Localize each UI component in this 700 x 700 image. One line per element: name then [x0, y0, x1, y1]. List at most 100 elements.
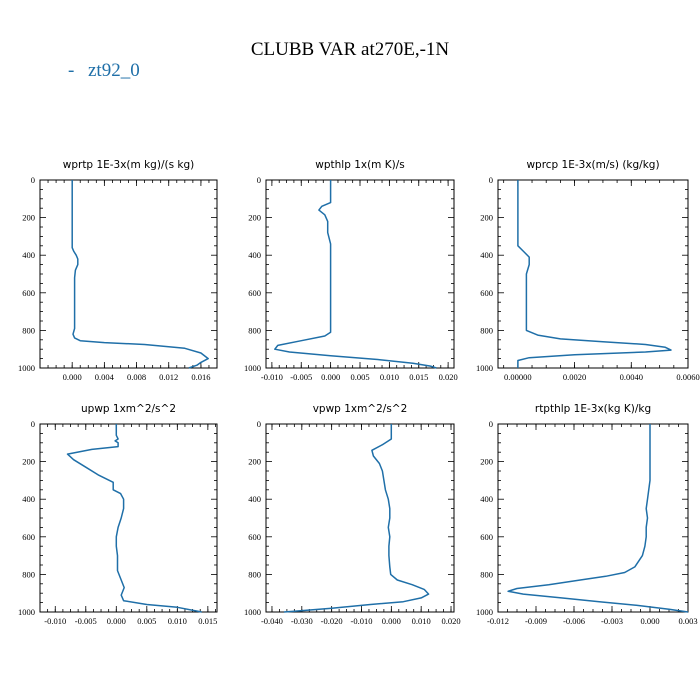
- x-tick-label: -0.020: [321, 616, 343, 626]
- x-tick-label: 0.010: [412, 616, 431, 626]
- y-tick-label: 1000: [244, 363, 261, 373]
- x-tick-label: 0.016: [191, 372, 210, 382]
- y-tick-label: 600: [248, 288, 261, 298]
- y-tick-label: 0: [31, 419, 35, 429]
- y-tick-label: 400: [480, 494, 493, 504]
- x-tick-label: 0.0020: [563, 372, 586, 382]
- x-tick-label: 0.008: [127, 372, 146, 382]
- panel-4: upwp 1xm^2/s^2 -0.010 -0.005 0.000 0.005 0.01…: [18, 403, 218, 626]
- panel-3: wprcp 1E-3x(m/s) (kg/kg) 0.00000 0.0020 0.0…: [476, 159, 700, 382]
- legend-marker: -: [68, 60, 74, 81]
- y-tick-label: 600: [480, 532, 493, 542]
- x-tick-label: 0.012: [159, 372, 178, 382]
- y-tick-label: 1000: [244, 607, 261, 617]
- x-tick-label: 0.005: [137, 616, 156, 626]
- x-tick-label: -0.030: [291, 616, 313, 626]
- y-tick-label: 0: [257, 175, 261, 185]
- y-tick-label: 800: [248, 325, 261, 335]
- series-line-zt92_0: [283, 424, 430, 613]
- plot-frame: [39, 423, 218, 613]
- panel-title: vpwp 1xm^2/s^2: [313, 403, 408, 415]
- y-tick-label: 200: [248, 457, 261, 467]
- x-tick-label: 0.015: [198, 616, 217, 626]
- y-tick-label: 400: [22, 494, 35, 504]
- panel-2: wpthlp 1x(m K)/s -0.010 -0.005 0.000 0.005 0.…: [244, 159, 458, 382]
- x-tick-label: 0.000: [321, 372, 340, 382]
- plot-frame: [39, 179, 218, 369]
- panels: wprtp 1E-3x(m kg)/(s kg) 0.000 0.004 0.008 0…: [18, 159, 700, 626]
- x-tick-label: -0.010: [44, 616, 66, 626]
- x-tick-label: 0.010: [168, 616, 187, 626]
- y-tick-label: 200: [480, 457, 493, 467]
- x-tick-label: 0.000: [63, 372, 82, 382]
- y-tick-label: 600: [22, 288, 35, 298]
- x-tick-label: 0.000: [107, 616, 126, 626]
- y-tick-label: 800: [480, 325, 493, 335]
- x-tick-label: -0.005: [75, 616, 97, 626]
- x-tick-label: -0.010: [351, 616, 373, 626]
- x-tick-label: -0.040: [261, 616, 283, 626]
- y-tick-label: 0: [489, 419, 493, 429]
- panel-title: wprtp 1E-3x(m kg)/(s kg): [63, 159, 194, 171]
- panel-title: wprcp 1E-3x(m/s) (kg/kg): [526, 159, 659, 171]
- y-tick-label: 400: [22, 250, 35, 260]
- y-tick-label: 1000: [476, 607, 493, 617]
- x-tick-label: 0.000: [640, 616, 659, 626]
- y-tick-label: 600: [480, 288, 493, 298]
- y-tick-label: 400: [248, 250, 261, 260]
- panel-title: rtpthlp 1E-3x(kg K)/kg: [535, 403, 651, 415]
- y-tick-label: 0: [31, 175, 35, 185]
- panel-6: rtpthlp 1E-3x(kg K)/kg -0.012 -0.009 -0.006…: [476, 403, 698, 626]
- y-tick-label: 800: [22, 569, 35, 579]
- panel-1: wprtp 1E-3x(m kg)/(s kg) 0.000 0.004 0.008 0…: [18, 159, 218, 382]
- panel-5: vpwp 1xm^2/s^2 -0.040 -0.030 -0.020 -0.010 0.…: [244, 403, 461, 626]
- x-tick-label: -0.003: [601, 616, 623, 626]
- y-tick-label: 0: [489, 175, 493, 185]
- legend-label: zt92_0: [88, 60, 140, 81]
- x-tick-label: 0.0060: [676, 372, 699, 382]
- y-tick-label: 1000: [18, 363, 35, 373]
- y-tick-label: 800: [480, 569, 493, 579]
- series-line-zt92_0: [274, 180, 437, 369]
- x-tick-label: 0.004: [95, 372, 115, 382]
- x-tick-label: -0.005: [290, 372, 312, 382]
- y-tick-label: 600: [22, 532, 35, 542]
- series-line-zt92_0: [517, 180, 672, 368]
- x-tick-label: -0.012: [487, 616, 509, 626]
- x-tick-label: 0.005: [350, 372, 369, 382]
- x-tick-label: 0.000: [382, 616, 401, 626]
- y-tick-label: 200: [248, 213, 261, 223]
- x-tick-label: 0.003: [678, 616, 697, 626]
- plot-frame: [265, 423, 455, 613]
- panel-title: wpthlp 1x(m K)/s: [315, 159, 405, 171]
- legend: - zt92_0: [68, 60, 140, 81]
- series-line-zt92_0: [66, 424, 202, 613]
- x-tick-label: -0.010: [261, 372, 283, 382]
- x-tick-label: 0.010: [380, 372, 399, 382]
- figure-title: CLUBB VAR at270E,-1N: [251, 39, 450, 60]
- y-tick-label: 200: [22, 213, 35, 223]
- y-tick-label: 800: [22, 325, 35, 335]
- y-tick-label: 600: [248, 532, 261, 542]
- series-line-zt92_0: [71, 180, 209, 369]
- plot-frame: [265, 179, 455, 369]
- y-tick-label: 200: [480, 213, 493, 223]
- y-tick-label: 400: [248, 494, 261, 504]
- y-tick-label: 1000: [18, 607, 35, 617]
- x-tick-label: 0.0040: [620, 372, 643, 382]
- panel-title: upwp 1xm^2/s^2: [81, 403, 176, 415]
- y-tick-label: 200: [22, 457, 35, 467]
- plot-frame: [497, 423, 689, 613]
- x-tick-label: 0.020: [441, 616, 460, 626]
- y-tick-label: 0: [257, 419, 261, 429]
- y-tick-label: 1000: [476, 363, 493, 373]
- y-tick-label: 400: [480, 250, 493, 260]
- x-tick-label: 0.015: [409, 372, 428, 382]
- x-tick-label: -0.009: [525, 616, 547, 626]
- x-tick-label: -0.006: [563, 616, 585, 626]
- y-tick-label: 800: [248, 569, 261, 579]
- series-line-zt92_0: [507, 424, 689, 613]
- x-tick-label: 0.020: [439, 372, 458, 382]
- x-tick-label: 0.00000: [504, 372, 532, 382]
